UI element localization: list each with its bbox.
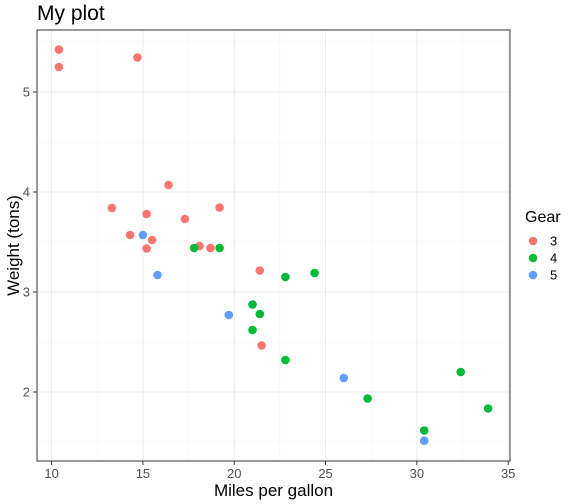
data-point-gear-4 — [281, 272, 290, 282]
data-point-gear-3 — [180, 214, 190, 224]
data-point-gear-4 — [483, 404, 493, 413]
y-tick-label: 2 — [23, 385, 30, 400]
data-point-gear-4 — [248, 325, 257, 335]
y-tick-label: 4 — [23, 185, 30, 200]
data-point-gear-3 — [142, 244, 151, 253]
data-point-gear-3 — [142, 209, 151, 219]
plot-panel — [37, 30, 510, 461]
data-point-gear-4 — [281, 355, 290, 365]
y-axis-title: Weight (tons) — [4, 195, 23, 296]
data-point-gear-5 — [339, 373, 349, 383]
data-point-gear-4 — [456, 367, 466, 377]
data-point-gear-3 — [54, 45, 64, 54]
data-point-gear-3 — [164, 180, 173, 190]
x-axis-title: Miles per gallon — [214, 481, 333, 500]
data-point-gear-4 — [215, 243, 224, 253]
data-point-gear-3 — [107, 203, 117, 213]
data-point-gear-3 — [54, 62, 64, 72]
x-tick-label: 25 — [318, 466, 332, 481]
data-point-gear-5 — [419, 436, 429, 446]
data-point-gear-3 — [125, 230, 135, 240]
legend-key-gear-4 — [528, 253, 538, 263]
data-point-gear-4 — [255, 309, 265, 319]
legend: Gear 3 4 5 — [525, 209, 561, 283]
data-point-gear-3 — [215, 203, 224, 212]
chart-title: My plot — [37, 2, 105, 25]
data-point-gear-5 — [138, 230, 148, 240]
data-point-gear-4 — [310, 268, 319, 278]
data-point-gear-3 — [206, 243, 215, 253]
y-axis: 2 3 4 5 — [23, 85, 37, 400]
x-tick-label: 20 — [227, 466, 241, 481]
major-gridlines — [37, 30, 510, 461]
legend-label: 5 — [550, 268, 557, 283]
data-points — [54, 45, 493, 446]
data-point-gear-3 — [257, 341, 266, 350]
x-tick-label: 10 — [44, 466, 58, 481]
legend-label: 3 — [550, 234, 557, 249]
x-tick-label: 15 — [136, 466, 150, 481]
plot-border — [36, 29, 511, 462]
data-point-gear-5 — [224, 310, 234, 320]
legend-label: 4 — [550, 251, 557, 266]
data-point-gear-4 — [419, 426, 429, 435]
x-tick-label: 30 — [410, 466, 424, 481]
minor-gridlines — [37, 30, 510, 461]
data-point-gear-4 — [248, 300, 257, 309]
x-axis: 10 15 20 25 30 35 — [44, 461, 515, 481]
legend-key-gear-5 — [528, 270, 538, 280]
data-point-gear-3 — [255, 266, 265, 275]
data-point-gear-3 — [133, 53, 142, 62]
legend-key-gear-3 — [528, 236, 538, 246]
data-point-gear-3 — [147, 235, 157, 245]
y-tick-label: 3 — [23, 285, 30, 300]
data-point-gear-5 — [153, 270, 162, 280]
data-point-gear-4 — [189, 243, 199, 253]
x-tick-label: 35 — [501, 466, 515, 481]
plot-area — [36, 29, 511, 462]
data-point-gear-4 — [363, 394, 372, 403]
y-tick-label: 5 — [23, 85, 30, 100]
legend-title: Gear — [525, 209, 561, 226]
